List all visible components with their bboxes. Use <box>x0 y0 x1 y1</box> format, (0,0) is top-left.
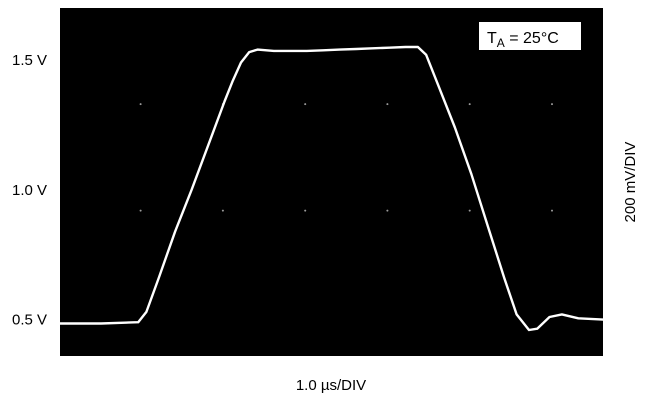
grid-dot <box>139 103 142 106</box>
grid-dot <box>139 209 142 212</box>
y-tick-labels: 0.5 V 1.0 V 1.5 V <box>12 52 47 329</box>
annotation-text: TA = 25°C <box>487 30 559 50</box>
grid-dot <box>468 209 471 212</box>
grid-dot <box>304 209 307 212</box>
waveform-trace <box>58 45 605 332</box>
x-axis-label: 1.0 µs/DIV <box>296 377 366 394</box>
plot-area <box>60 8 603 356</box>
annotation-subscript: A <box>497 36 505 50</box>
grid-dot <box>386 209 389 212</box>
y-axis-label: 200 mV/DIV <box>622 142 639 223</box>
grid-dot <box>304 103 307 106</box>
temperature-annotation: TA = 25°C <box>479 22 581 50</box>
y-tick-label: 1.0 V <box>12 182 47 199</box>
y-tick-label: 1.5 V <box>12 52 47 69</box>
grid-dot <box>551 209 553 212</box>
annotation-box <box>479 22 581 50</box>
grid-dot <box>386 103 389 106</box>
annotation-main: T <box>487 30 497 47</box>
grid-dot <box>551 103 553 106</box>
grid-dots <box>139 103 553 212</box>
grid-dot <box>468 103 471 106</box>
annotation-rest: = 25°C <box>505 30 559 47</box>
y-tick-label: 0.5 V <box>12 312 47 329</box>
grid-dot <box>221 209 224 212</box>
